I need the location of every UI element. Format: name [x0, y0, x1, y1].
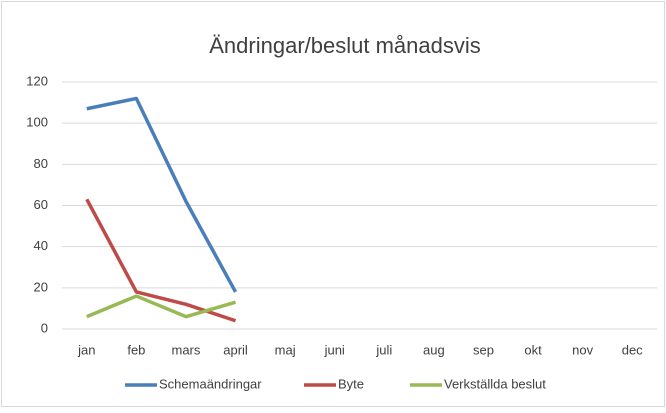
x-tick-label: mars	[172, 342, 201, 357]
y-tick-label: 40	[34, 238, 48, 253]
y-tick-label: 80	[34, 156, 48, 171]
series-line	[85, 198, 237, 323]
y-tick-label: 120	[26, 73, 48, 88]
x-tick-label: nov	[572, 342, 593, 357]
x-tick-label: juni	[324, 342, 345, 357]
x-tick-label: maj	[275, 342, 296, 357]
chart-title: Ändringar/beslut månadsvis	[209, 33, 480, 58]
x-tick-label: feb	[127, 342, 145, 357]
y-tick-label: 0	[41, 320, 48, 335]
y-tick-label: 20	[34, 279, 48, 294]
x-tick-label: dec	[622, 342, 643, 357]
legend-label: Byte	[338, 376, 364, 391]
series-line	[86, 96, 238, 293]
y-tick-label: 100	[26, 115, 48, 130]
x-tick-label: okt	[524, 342, 542, 357]
x-tick-label: sep	[473, 342, 494, 357]
legend-label: Schemaändringar	[159, 376, 262, 391]
x-tick-label: jan	[77, 342, 95, 357]
legend-label: Verkställda beslut	[444, 376, 546, 391]
x-tick-label: juli	[375, 342, 392, 357]
y-tick-label: 60	[34, 197, 48, 212]
x-tick-label: aug	[423, 342, 445, 357]
x-tick-label: april	[223, 342, 248, 357]
series-line	[86, 294, 237, 319]
